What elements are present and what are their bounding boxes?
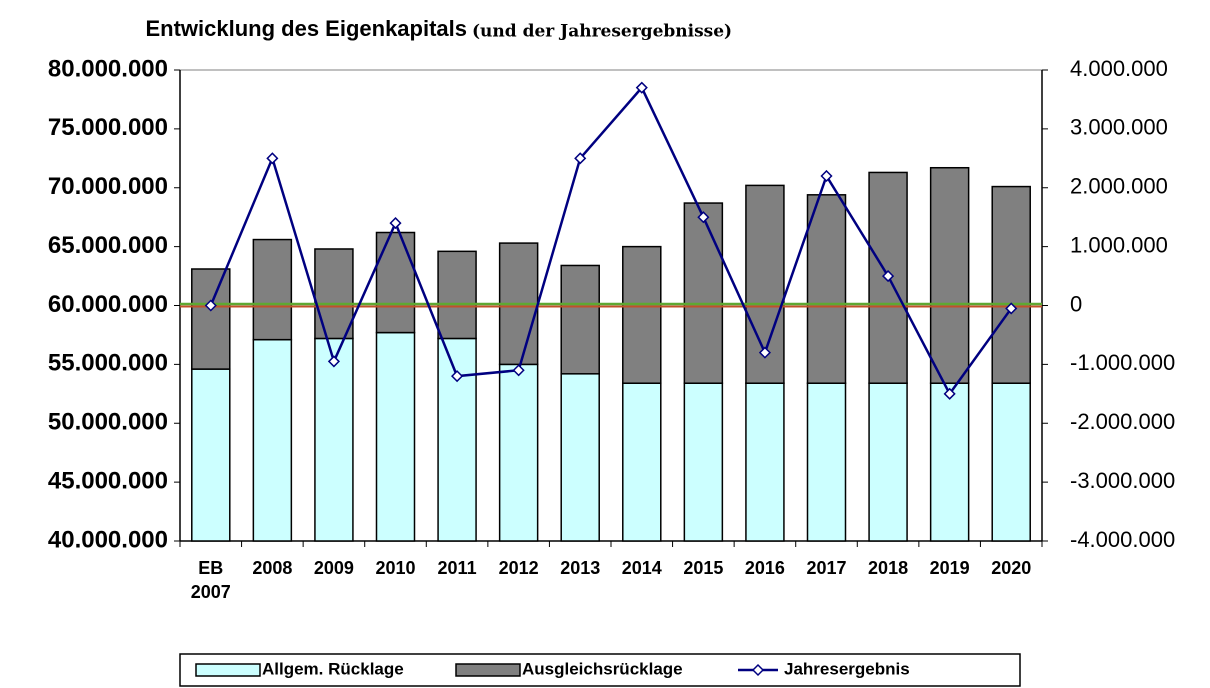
y2-tick-label: -1.000.000 <box>1070 350 1175 375</box>
bar <box>560 373 600 542</box>
bar <box>437 250 477 340</box>
bar <box>929 382 970 542</box>
legend-label: Jahresergebnis <box>784 659 910 678</box>
x-tick-label: EB 2007 <box>191 558 231 602</box>
bar <box>437 337 477 542</box>
y-tick-label: 45.000.000 <box>48 467 168 494</box>
line-marker <box>820 169 833 183</box>
y2-tick-label: -4.000.000 <box>1070 527 1175 552</box>
y-tick-label: 65.000.000 <box>48 232 168 259</box>
y-tick-label: 80.000.000 <box>48 55 168 82</box>
y2-tick-label: 0 <box>1070 291 1082 316</box>
y-tick-label: 75.000.000 <box>48 114 168 141</box>
legend-swatch <box>455 663 521 677</box>
line-marker <box>882 270 895 283</box>
x-tick-label: 2015 <box>683 558 723 578</box>
y2-tick-label: -3.000.000 <box>1070 468 1175 493</box>
line-marker <box>697 211 710 224</box>
x-tick-label: 2014 <box>622 558 662 578</box>
x-tick-label: 2013 <box>560 558 600 578</box>
bar <box>252 238 293 341</box>
bar <box>929 166 970 384</box>
x-tick-label: 2018 <box>868 558 908 578</box>
line-marker <box>1005 302 1018 315</box>
bar <box>622 382 662 542</box>
y-tick-label: 60.000.000 <box>48 291 168 318</box>
x-tick-label: 2010 <box>375 558 415 578</box>
bar <box>191 268 231 370</box>
y2-tick-label: 4.000.000 <box>1070 56 1168 81</box>
bar <box>683 202 724 384</box>
bar <box>375 231 416 334</box>
x-tick-label-line: EB <box>198 558 223 578</box>
chart-subtitle: (und der Jahresergebnisse) <box>472 22 732 42</box>
x-tick-label: 2009 <box>314 558 354 578</box>
bar <box>191 368 231 542</box>
x-tick-label: 2008 <box>252 558 292 578</box>
y-tick-label: 50.000.000 <box>48 409 168 436</box>
chart-title: Entwicklung des Eigenkapitals <box>145 16 467 41</box>
bar <box>314 248 354 340</box>
x-tick-label: 2016 <box>745 558 785 578</box>
y-tick-label: 55.000.000 <box>48 350 168 377</box>
legend-swatch <box>195 663 261 677</box>
x-tick-label-line: 2007 <box>191 582 231 602</box>
bar <box>314 337 354 542</box>
x-tick-label: 2019 <box>930 558 970 578</box>
legend-box <box>179 653 1021 687</box>
legend-label: Ausgleichsrücklage <box>522 659 683 678</box>
bar <box>991 382 1031 542</box>
line-marker <box>943 387 956 400</box>
bar <box>498 363 539 542</box>
bar <box>745 382 785 542</box>
line-marker <box>758 346 771 359</box>
y-tick-label: 70.000.000 <box>48 173 168 200</box>
legend-label: Allgem. Rücklage <box>262 659 404 678</box>
bar <box>806 382 847 542</box>
bar <box>683 382 724 542</box>
line-marker <box>451 370 464 383</box>
y2-tick-label: 3.000.000 <box>1070 115 1168 140</box>
x-tick-label: 2020 <box>991 558 1031 578</box>
y2-tick-label: 2.000.000 <box>1070 174 1168 199</box>
line-marker <box>266 152 279 165</box>
line <box>209 85 1013 397</box>
line-marker <box>327 355 340 368</box>
bar <box>560 264 600 375</box>
y2-tick-label: -2.000.000 <box>1070 409 1175 434</box>
bar <box>991 185 1031 384</box>
bar <box>252 338 293 542</box>
bar <box>375 331 416 542</box>
bar <box>868 382 908 542</box>
bar <box>806 194 847 384</box>
x-tick-label: 2017 <box>806 558 846 578</box>
line-marker <box>389 217 402 230</box>
line-marker <box>204 299 217 312</box>
x-tick-label: 2012 <box>499 558 539 578</box>
line-marker <box>635 81 648 94</box>
line-marker <box>574 152 587 165</box>
y2-tick-label: 1.000.000 <box>1070 232 1168 257</box>
x-tick-label: 2011 <box>438 558 477 578</box>
y-tick-label: 40.000.000 <box>48 526 168 553</box>
line-marker <box>512 364 525 377</box>
legend-marker <box>751 663 765 677</box>
bar <box>622 245 662 384</box>
